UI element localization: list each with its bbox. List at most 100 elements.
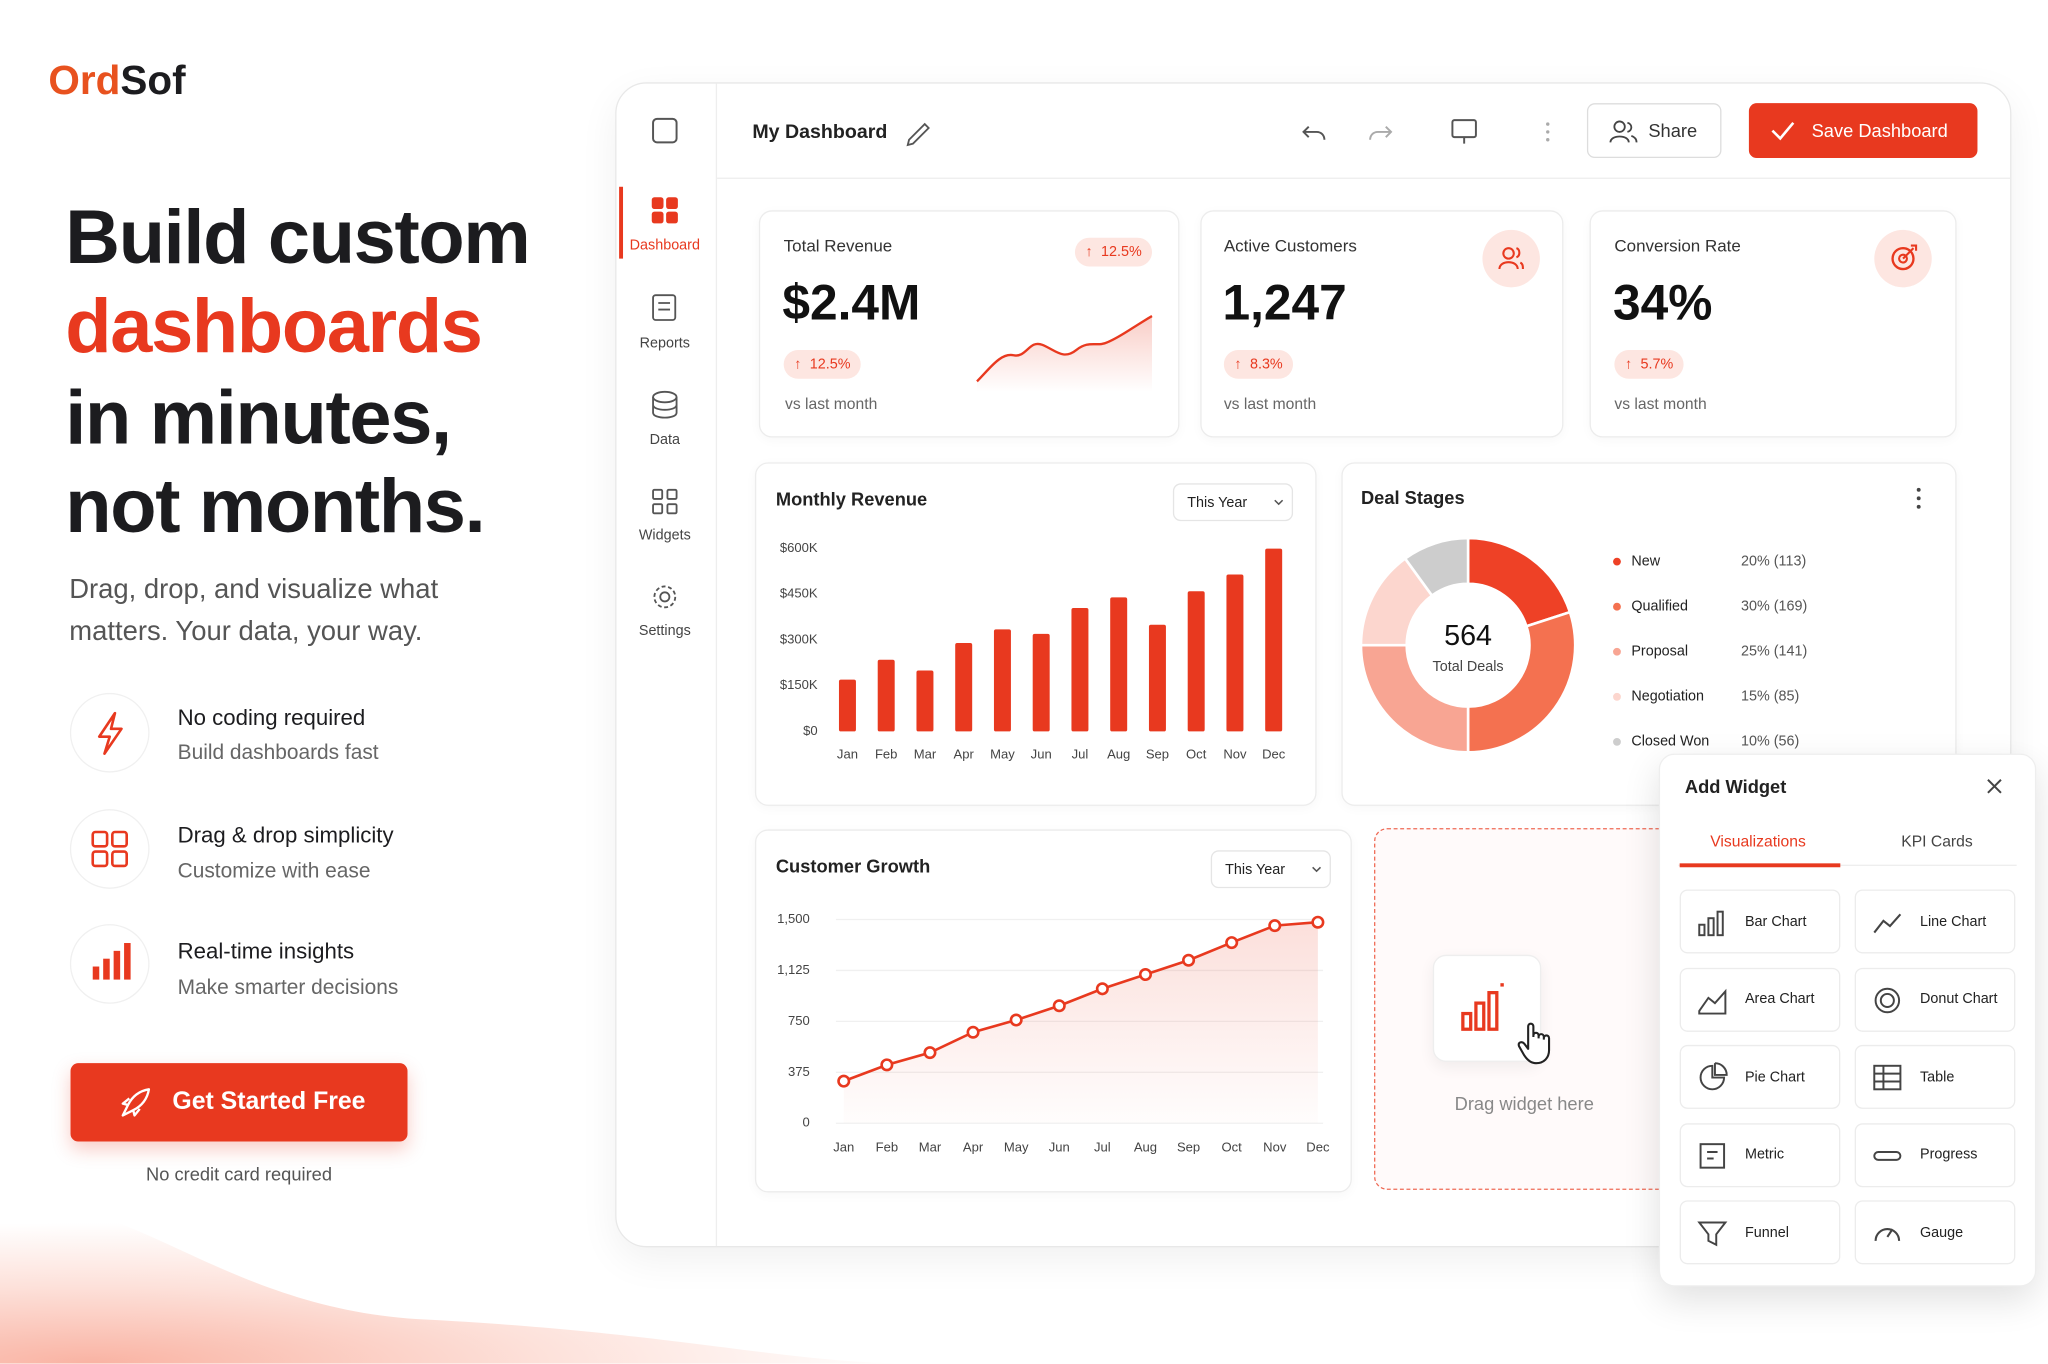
- widget-icon: [1873, 1064, 1902, 1091]
- widget-option[interactable]: Metric: [1679, 1122, 1841, 1187]
- kpi-change: 12.5%: [783, 350, 861, 379]
- legend-label: Qualified: [1631, 598, 1688, 614]
- panel-title: Add Widget: [1684, 775, 1787, 797]
- legend-dot: [1613, 647, 1621, 656]
- panel-icon: [652, 117, 678, 144]
- feature-title: No coding required: [177, 705, 366, 731]
- x-tick-label: Aug: [1134, 1140, 1157, 1155]
- widget-option[interactable]: Pie Chart: [1679, 1044, 1841, 1109]
- more-icon[interactable]: [1912, 486, 1925, 512]
- widget-label: Donut Chart: [1919, 991, 1998, 1008]
- donut-total-label: Total Deals: [1433, 659, 1504, 675]
- period-dropdown[interactable]: This Year: [1210, 850, 1331, 889]
- line: [843, 920, 1318, 1083]
- widget-label: Pie Chart: [1744, 1069, 1805, 1085]
- widget-option[interactable]: Funnel: [1679, 1200, 1841, 1265]
- dashboard-title: My Dashboard: [752, 120, 888, 144]
- area: [843, 922, 1318, 1124]
- brand: OrdSof: [48, 57, 185, 104]
- close-icon[interactable]: [1987, 778, 2003, 794]
- point: [966, 1025, 980, 1039]
- kpi-note: vs last month: [1614, 394, 1707, 413]
- point: [1311, 915, 1325, 929]
- kpi-note: vs last month: [784, 394, 878, 413]
- period-dropdown[interactable]: This Year: [1172, 483, 1294, 522]
- bolt-icon: [97, 711, 123, 755]
- bar: [1265, 548, 1283, 732]
- chevron: [1312, 866, 1322, 873]
- bar: [1071, 607, 1089, 732]
- widget-option[interactable]: Gauge: [1854, 1200, 2016, 1265]
- bar: [838, 679, 856, 732]
- topbar-divider: [717, 177, 2011, 179]
- cta-button[interactable]: Get Started Free: [70, 1063, 408, 1142]
- donut-total: 564: [1444, 620, 1492, 652]
- nav-item[interactable]: Reports: [639, 335, 690, 352]
- legend-value: 30% (169): [1741, 598, 1807, 614]
- tab[interactable]: KPI Cards: [1901, 831, 1973, 851]
- widget-label: Line Chart: [1919, 913, 1987, 930]
- tab-divider: [1678, 864, 2017, 866]
- brand-rest: Sof: [120, 57, 186, 104]
- more-icon[interactable]: [1546, 122, 1550, 142]
- point: [1182, 953, 1196, 967]
- drop-zone-label: Drag widget here: [1454, 1093, 1594, 1115]
- legend-dot: [1613, 557, 1621, 566]
- widget-option[interactable]: Donut Chart: [1854, 967, 2016, 1032]
- x-tick-label: Jul: [1094, 1140, 1111, 1155]
- tab[interactable]: Visualizations: [1710, 831, 1806, 851]
- x-tick-label: Mar: [914, 746, 937, 761]
- widget-option[interactable]: Line Chart: [1854, 889, 2016, 954]
- point: [1138, 967, 1152, 982]
- bar: [955, 643, 973, 732]
- nav-item[interactable]: Widgets: [638, 527, 691, 544]
- add-widget-panel: Add Widget Visualizations KPI Cards Bar …: [1658, 753, 2037, 1287]
- x-tick-label: Jul: [1072, 746, 1089, 761]
- kpi-badge: 12.5%: [1074, 237, 1153, 267]
- kpi-change: 8.3%: [1223, 350, 1294, 379]
- widget-option[interactable]: Area Chart: [1679, 967, 1841, 1032]
- legend-value: 25% (141): [1741, 644, 1807, 660]
- x-tick-label: Sep: [1146, 746, 1169, 761]
- undo-icon[interactable]: [1302, 126, 1326, 140]
- x-tick-label: Oct: [1186, 746, 1207, 761]
- slice: [1466, 536, 1572, 628]
- kpi-value: 1,247: [1222, 276, 1347, 332]
- bar: [1032, 633, 1050, 732]
- target-icon: [1874, 229, 1932, 288]
- point: [1009, 1013, 1023, 1027]
- bar: [1187, 591, 1205, 732]
- widget-label: Table: [1919, 1069, 1955, 1085]
- nav-item[interactable]: Dashboard: [629, 237, 700, 254]
- legend-label: Negotiation: [1631, 689, 1704, 705]
- dropdown-label: This Year: [1225, 862, 1286, 878]
- nav-item[interactable]: Data: [649, 432, 680, 448]
- widget-option[interactable]: Table: [1854, 1044, 2016, 1109]
- cta-label: Get Started Free: [172, 1087, 366, 1116]
- redo-icon[interactable]: [1369, 126, 1393, 140]
- edit-icon[interactable]: [906, 122, 930, 147]
- chart-title: Deal Stages: [1360, 487, 1465, 509]
- x-tick-label: Jan: [833, 1140, 854, 1155]
- legend-value: 20% (113): [1741, 553, 1806, 569]
- chevron: [1274, 499, 1284, 506]
- nav-item[interactable]: Settings: [638, 623, 691, 639]
- feature-title: Real-time insights: [177, 939, 355, 964]
- widget-icon: [1874, 987, 1901, 1013]
- x-tick-label: Mar: [919, 1140, 942, 1155]
- widget-icon: [1873, 1150, 1902, 1161]
- subtitle: Drag, drop, and visualize what: [69, 574, 439, 605]
- x-tick-label: Feb: [875, 746, 897, 761]
- blob: [0, 1207, 915, 1364]
- legend-dot: [1613, 602, 1621, 611]
- x-tick-label: May: [1004, 1140, 1029, 1155]
- feature-text: Make smarter decisions: [177, 976, 399, 1000]
- widget-option[interactable]: Progress: [1854, 1122, 2016, 1187]
- y-tick-label: $600K: [780, 540, 818, 555]
- x-tick-label: May: [990, 746, 1015, 761]
- save-button[interactable]: Save Dashboard: [1748, 103, 1978, 159]
- widget-option[interactable]: Bar Chart: [1679, 889, 1841, 954]
- share-button[interactable]: Share: [1586, 103, 1722, 159]
- widget-icon: [1699, 1142, 1726, 1168]
